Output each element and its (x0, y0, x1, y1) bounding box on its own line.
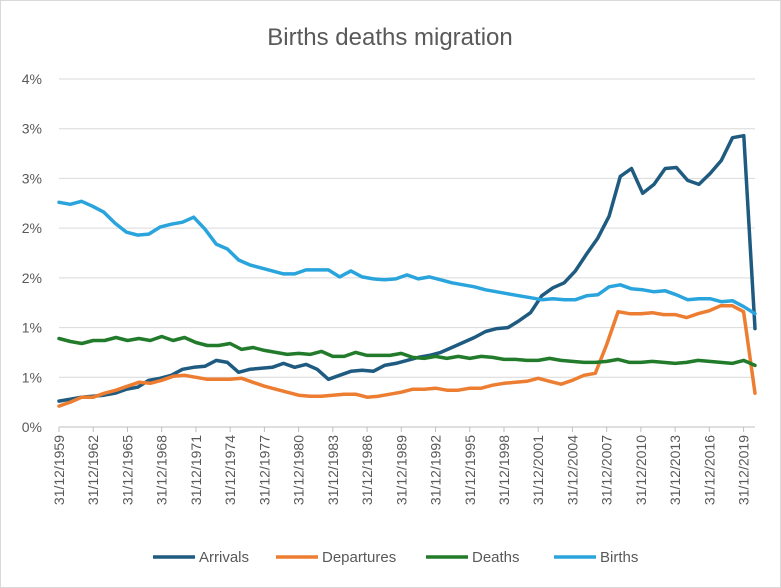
x-tick-label: 31/12/1968 (154, 435, 170, 505)
x-tick-label: 31/12/1965 (119, 435, 135, 505)
y-tick-label: 3% (22, 170, 42, 186)
x-axis: 31/12/1959 31/12/1962 31/12/1965 31/12/1968… (51, 427, 752, 505)
x-tick-label: 31/12/2007 (599, 435, 615, 505)
x-tick-label: 31/12/1962 (85, 435, 101, 505)
x-tick-label: 31/12/1980 (291, 435, 307, 505)
x-tick-label: 31/12/2004 (564, 435, 580, 505)
y-tick-label: 0% (22, 419, 42, 435)
y-tick-label: 1% (22, 369, 42, 385)
legend: Arrivals Departures Deaths Births (153, 549, 638, 566)
y-tick-label: 2% (22, 270, 42, 286)
x-tick-label: 31/12/1989 (393, 435, 409, 505)
y-tick-label: 4% (22, 71, 42, 87)
x-tick-label: 31/12/2001 (530, 435, 546, 505)
legend-label-births: Births (600, 549, 638, 566)
y-axis-ticks: 0% 1% 1% 2% 2% 3% 3% 4% (22, 71, 42, 435)
legend-label-arrivals: Arrivals (199, 549, 249, 566)
x-tick-label: 31/12/2019 (736, 435, 752, 505)
x-tick-label: 31/12/1986 (359, 435, 375, 505)
x-tick-label: 31/12/1998 (496, 435, 512, 505)
legend-label-departures: Departures (322, 549, 396, 566)
x-tick-label: 31/12/1971 (188, 435, 204, 505)
x-tick-label: 31/12/1995 (462, 435, 478, 505)
series-lines (57, 133, 757, 408)
x-tick-label: 31/12/1977 (256, 435, 272, 505)
x-tick-label: 31/12/1983 (325, 435, 341, 505)
series-line-births (57, 199, 757, 316)
x-tick-label: 31/12/1974 (222, 435, 238, 505)
x-tick-label: 31/12/2013 (667, 435, 683, 505)
legend-label-deaths: Deaths (472, 549, 520, 566)
x-tick-label: 31/12/2010 (633, 435, 649, 505)
x-tick-label: 31/12/1992 (428, 435, 444, 505)
y-tick-label: 2% (22, 220, 42, 236)
series-line-deaths (57, 334, 757, 368)
y-tick-label: 3% (22, 121, 42, 137)
series-line-arrivals (57, 133, 757, 403)
series-line-departures (57, 303, 757, 408)
gridlines (59, 78, 755, 428)
x-tick-label: 31/12/2016 (701, 435, 717, 505)
y-tick-label: 1% (22, 320, 42, 336)
x-tick-label: 31/12/1959 (51, 435, 67, 505)
chart-title: Births deaths migration (267, 24, 512, 51)
